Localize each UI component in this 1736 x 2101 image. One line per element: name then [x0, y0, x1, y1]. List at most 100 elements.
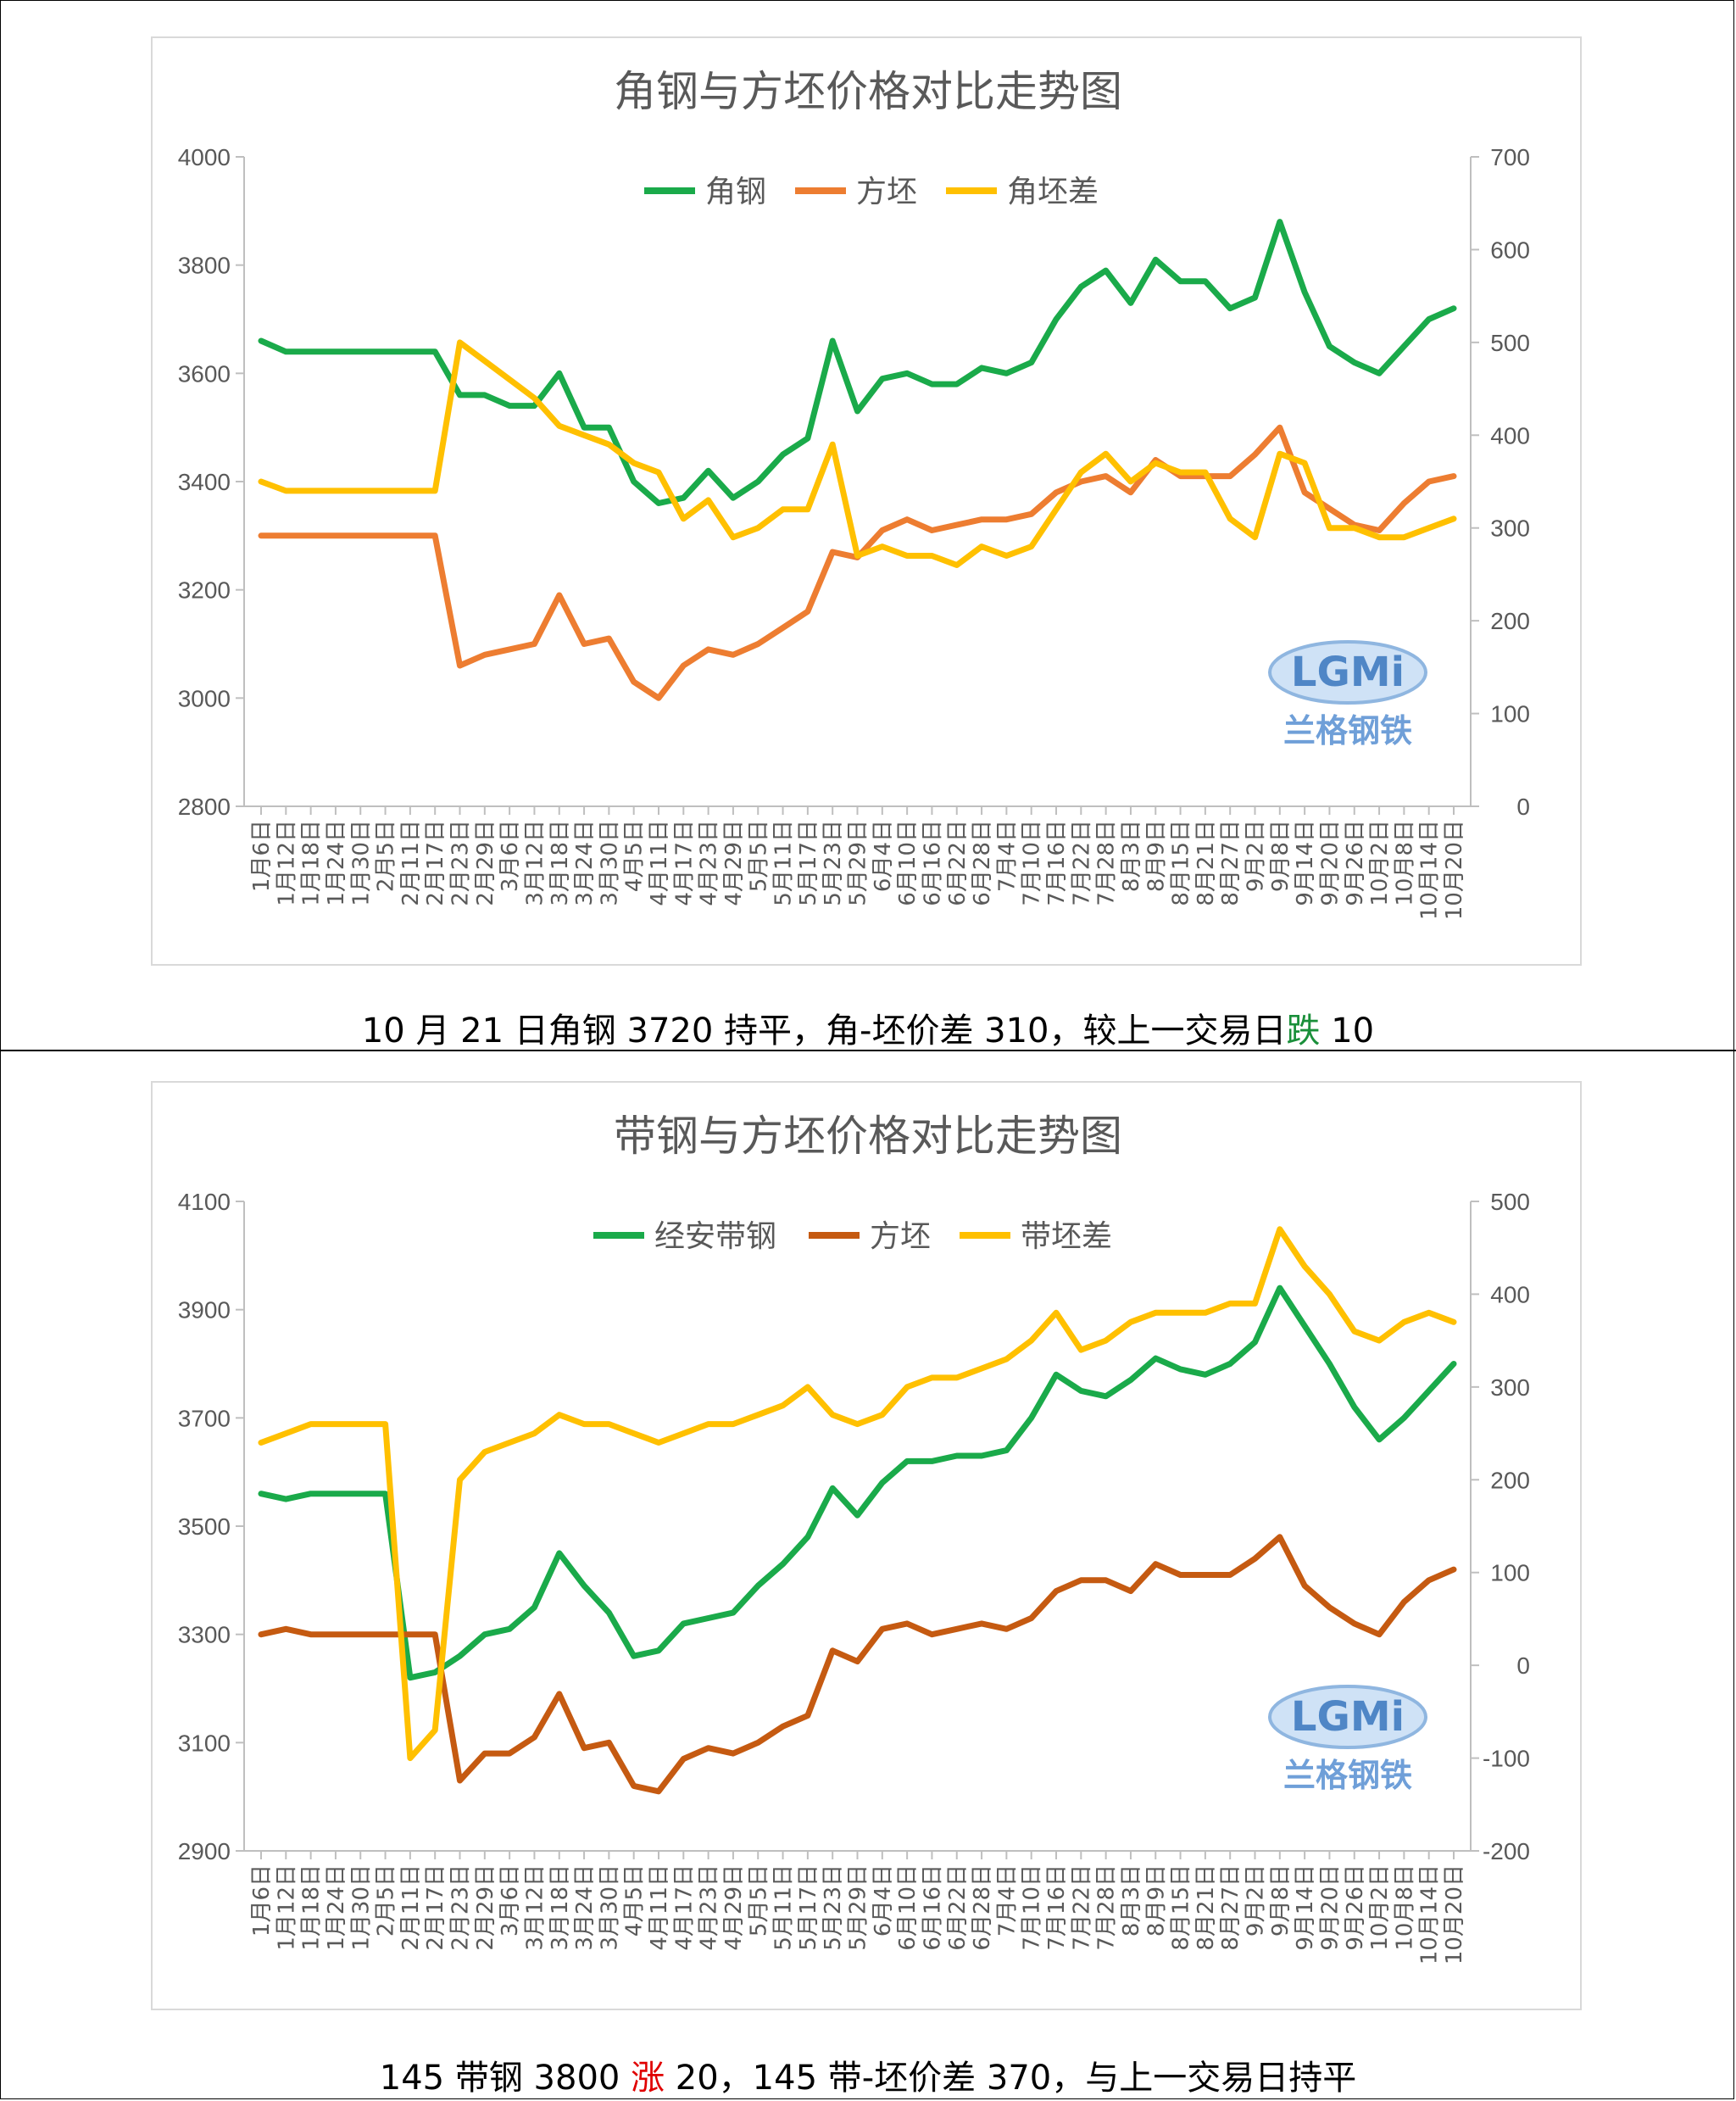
x-tick-label: 8月21日 — [1194, 820, 1219, 906]
x-tick-label: 3月6日 — [498, 820, 523, 892]
angle-steel-chart: 角钢与方坯价格对比走势图2800300032003400360038004000… — [178, 67, 1530, 920]
x-tick-label: 9月20日 — [1317, 820, 1343, 906]
x-tick-label: 5月11日 — [771, 1864, 797, 1951]
x-tick-label: 5月17日 — [796, 820, 821, 906]
x-tick-label: 3月30日 — [597, 820, 622, 906]
x-tick-label: 1月24日 — [324, 820, 349, 906]
series-line-0 — [258, 219, 1457, 506]
x-tick-label: 7月16日 — [1044, 820, 1070, 906]
x-tick-label: 10月14日 — [1417, 820, 1443, 920]
right-tick-label: 300 — [1490, 515, 1530, 542]
x-tick-label: 4月17日 — [671, 1864, 697, 1951]
x-tick-label: 4月11日 — [647, 820, 672, 906]
legend-label: 带坯差 — [1021, 1219, 1112, 1254]
x-tick-label: 7月22日 — [1069, 820, 1094, 906]
x-tick-label: 3月24日 — [572, 1864, 598, 1951]
x-tick-label: 8月3日 — [1119, 820, 1144, 892]
x-tick-label: 9月20日 — [1317, 1864, 1343, 1951]
caption-text-after: 20，145 带-坯价差 370，与上一交易日持平 — [665, 2059, 1357, 2098]
caption-text-before: 145 带钢 3800 — [379, 2059, 632, 2098]
legend-label: 方坯 — [856, 175, 917, 209]
right-tick-label: 0 — [1516, 794, 1530, 820]
x-tick-label: 9月26日 — [1343, 1864, 1368, 1951]
lgmi-logo: LGMi 兰格钢铁 — [1268, 1685, 1427, 1794]
x-tick-label: 2月29日 — [473, 820, 498, 906]
x-tick-label: 7月28日 — [1094, 820, 1120, 906]
right-tick-label: 500 — [1490, 1189, 1530, 1215]
legend-label: 角坯差 — [1007, 175, 1099, 209]
left-tick-label: 2900 — [178, 1838, 231, 1864]
x-tick-label: 7月10日 — [1020, 1864, 1045, 1951]
left-tick-label: 3500 — [178, 1513, 231, 1540]
angle-steel-caption: 10 月 21 日角钢 3720 持平，角-坯价差 310，较上一交易日跌 10 — [0, 1003, 1736, 1052]
left-tick-label: 3100 — [178, 1730, 231, 1756]
left-tick-label: 3300 — [178, 1622, 231, 1648]
left-tick-label: 3900 — [178, 1297, 231, 1324]
x-tick-label: 1月30日 — [348, 1864, 374, 1951]
x-tick-label: 8月9日 — [1143, 820, 1169, 892]
left-tick-label: 4000 — [178, 144, 231, 170]
x-tick-label: 2月11日 — [398, 820, 424, 906]
x-tick-label: 5月5日 — [746, 820, 771, 892]
left-tick-label: 3000 — [178, 685, 231, 711]
x-tick-label: 1月24日 — [324, 1864, 349, 1951]
series-line-2 — [258, 1226, 1457, 1762]
x-tick-label: 6月4日 — [871, 1864, 896, 1937]
x-tick-label: 2月29日 — [473, 1864, 498, 1951]
x-tick-label: 6月10日 — [895, 1864, 921, 1951]
x-tick-label: 6月28日 — [970, 1864, 995, 1951]
legend-label: 经安带钢 — [654, 1219, 776, 1254]
x-tick-label: 2月23日 — [448, 1864, 474, 1951]
x-tick-label: 6月22日 — [945, 820, 971, 906]
x-tick-label: 6月22日 — [945, 1864, 971, 1951]
x-tick-label: 6月16日 — [920, 820, 945, 906]
x-tick-label: 10月20日 — [1442, 820, 1467, 920]
x-tick-label: 7月10日 — [1020, 820, 1045, 906]
x-tick-label: 9月2日 — [1244, 820, 1269, 892]
caption-text-before: 10 月 21 日角钢 3720 持平，角-坯价差 310，较上一交易日 — [361, 1011, 1287, 1050]
x-tick-label: 7月22日 — [1069, 1864, 1094, 1951]
right-tick-label: -100 — [1483, 1746, 1530, 1772]
x-tick-label: 6月16日 — [920, 1864, 945, 1951]
x-tick-label: 3月18日 — [548, 820, 573, 906]
x-tick-label: 4月5日 — [622, 820, 648, 892]
right-tick-label: 200 — [1490, 608, 1530, 634]
x-tick-label: 3月24日 — [572, 820, 598, 906]
x-tick-label: 8月15日 — [1169, 820, 1194, 906]
left-tick-label: 4100 — [178, 1189, 231, 1215]
x-tick-label: 6月4日 — [871, 820, 896, 892]
logo-name: 兰格钢铁 — [1283, 1756, 1412, 1794]
x-tick-label: 9月26日 — [1343, 820, 1368, 906]
x-tick-label: 1月30日 — [348, 820, 374, 906]
logo-text: LGMi — [1291, 649, 1405, 696]
right-tick-label: 0 — [1516, 1652, 1530, 1679]
chart-title: 角钢与方坯价格对比走势图 — [614, 67, 1122, 116]
x-tick-label: 5月29日 — [846, 1864, 871, 1951]
left-tick-label: 3600 — [178, 360, 231, 387]
x-tick-label: 7月4日 — [994, 820, 1020, 892]
x-tick-label: 5月29日 — [846, 820, 871, 906]
x-tick-label: 9月2日 — [1244, 1864, 1269, 1937]
x-tick-label: 2月5日 — [374, 1864, 399, 1937]
x-tick-label: 5月17日 — [796, 1864, 821, 1951]
strip-steel-caption: 145 带钢 3800 涨 20，145 带-坯价差 370，与上一交易日持平 — [0, 2050, 1736, 2099]
x-tick-label: 2月17日 — [423, 1864, 448, 1951]
x-tick-label: 3月6日 — [498, 1864, 523, 1937]
x-tick-label: 1月6日 — [249, 820, 275, 892]
x-tick-label: 8月9日 — [1143, 1864, 1169, 1937]
legend-label: 方坯 — [870, 1219, 931, 1254]
x-tick-label: 8月21日 — [1194, 1864, 1219, 1951]
x-tick-label: 1月6日 — [249, 1864, 275, 1937]
x-tick-label: 7月4日 — [994, 1864, 1020, 1937]
x-tick-label: 1月18日 — [299, 820, 325, 906]
x-tick-label: 8月27日 — [1218, 1864, 1244, 1951]
right-tick-label: 700 — [1490, 144, 1530, 170]
x-tick-label: 2月11日 — [398, 1864, 424, 1951]
x-tick-label: 7月16日 — [1044, 1864, 1070, 1951]
x-tick-label: 5月5日 — [746, 1864, 771, 1937]
series-line-0 — [258, 1285, 1457, 1681]
left-tick-label: 3200 — [178, 577, 231, 604]
angle-steel-chart-panel: 角钢与方坯价格对比走势图 2800 3000 3200 3400 3600 3800 4000… — [151, 36, 1582, 966]
logo-ellipse — [1268, 1685, 1427, 1749]
x-tick-label: 3月12日 — [522, 1864, 548, 1951]
